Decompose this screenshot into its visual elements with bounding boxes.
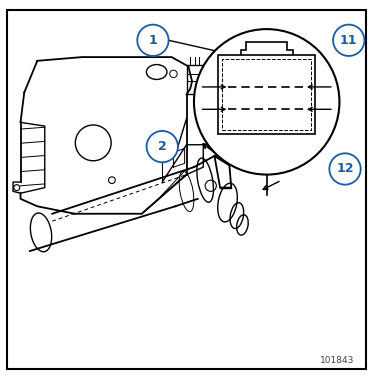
Circle shape [194,29,339,175]
Text: 12: 12 [336,163,354,175]
Text: 1: 1 [148,34,157,47]
Text: 2: 2 [158,140,167,153]
Bar [222,59,311,130]
Circle shape [333,25,364,56]
Bar [218,55,315,133]
Text: 101843: 101843 [320,356,354,365]
Circle shape [329,153,361,185]
Circle shape [147,131,178,162]
Text: 11: 11 [340,34,357,47]
Circle shape [137,25,169,56]
